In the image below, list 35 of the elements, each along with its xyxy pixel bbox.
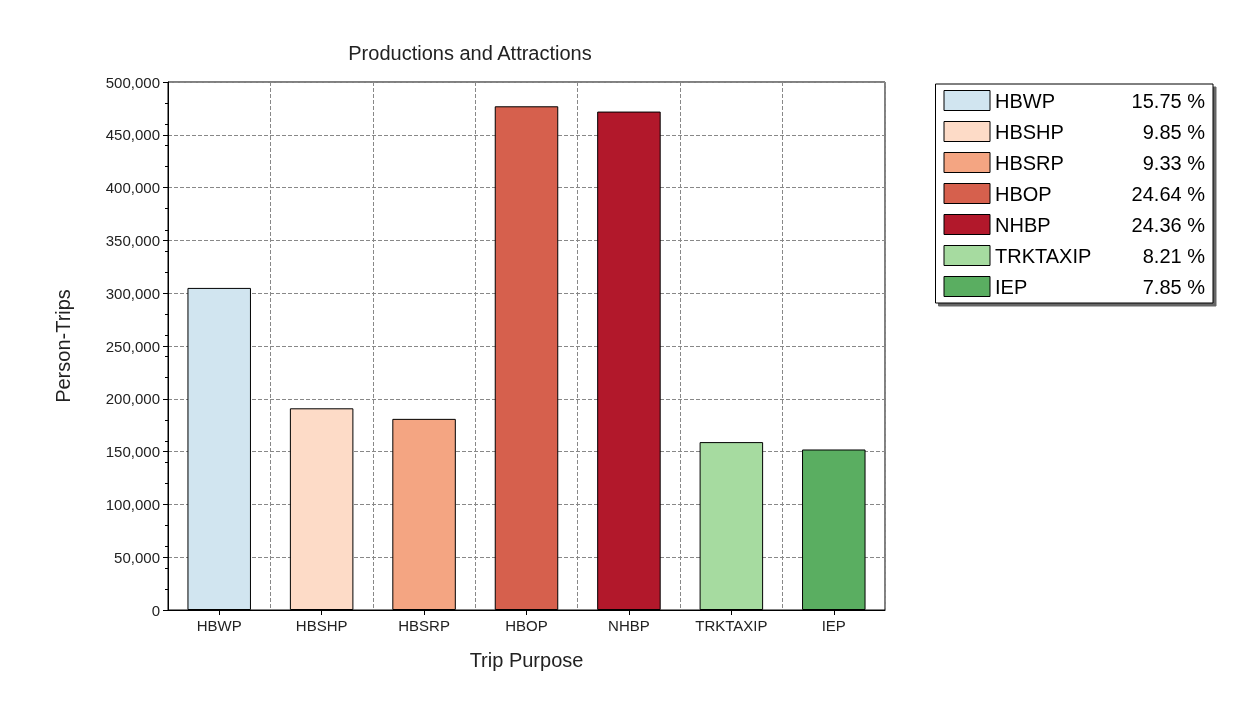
legend-label: HBOP: [995, 182, 1052, 205]
x-tick-label: HBWP: [196, 617, 242, 634]
y-tick-label: 500,000: [105, 73, 160, 91]
y-tick-label: 250,000: [105, 337, 160, 355]
x-tick-label: HBOP: [505, 617, 548, 634]
text: 24.64 %: [1131, 182, 1206, 205]
y-tick-label: 400,000: [105, 179, 160, 197]
text: 8.21 %: [1142, 244, 1206, 267]
text: 15.75 %: [1131, 89, 1206, 112]
x-tick-label: IEP: [821, 617, 846, 634]
legend-label: IEP: [995, 275, 1028, 298]
text: 9.33 %: [1142, 151, 1206, 174]
legend-label: HBWP: [995, 89, 1055, 112]
legend-label: NHBP: [995, 213, 1051, 236]
y-tick-label: 50,000: [114, 548, 160, 566]
x-axis-title: Trip Purpose: [469, 649, 584, 671]
y-tick-label: 350,000: [105, 231, 160, 249]
text: 24.36 %: [1131, 213, 1206, 236]
y-tick-label: 300,000: [105, 284, 160, 302]
legend-label: HBSRP: [995, 151, 1064, 174]
legend-label: TRKTAXIP: [995, 244, 1092, 267]
y-axis-title: Person-Trips: [52, 289, 74, 403]
y-tick-label: 450,000: [105, 126, 160, 144]
legend-label: HBSHP: [995, 120, 1064, 143]
x-tick-label: NHBP: [608, 617, 650, 634]
chart-title: Productions and Attractions: [348, 42, 592, 64]
x-tick-label: HBSHP: [295, 617, 348, 634]
text: 9.85 %: [1142, 120, 1206, 143]
y-tick-label: 100,000: [105, 495, 160, 513]
y-tick-label: 150,000: [105, 443, 160, 461]
text: 7.85 %: [1142, 275, 1206, 298]
y-tick-label: 200,000: [105, 390, 160, 408]
x-tick-label: HBSRP: [398, 617, 450, 634]
y-tick-label: 0: [151, 601, 160, 619]
x-tick-label: TRKTAXIP: [695, 617, 768, 634]
